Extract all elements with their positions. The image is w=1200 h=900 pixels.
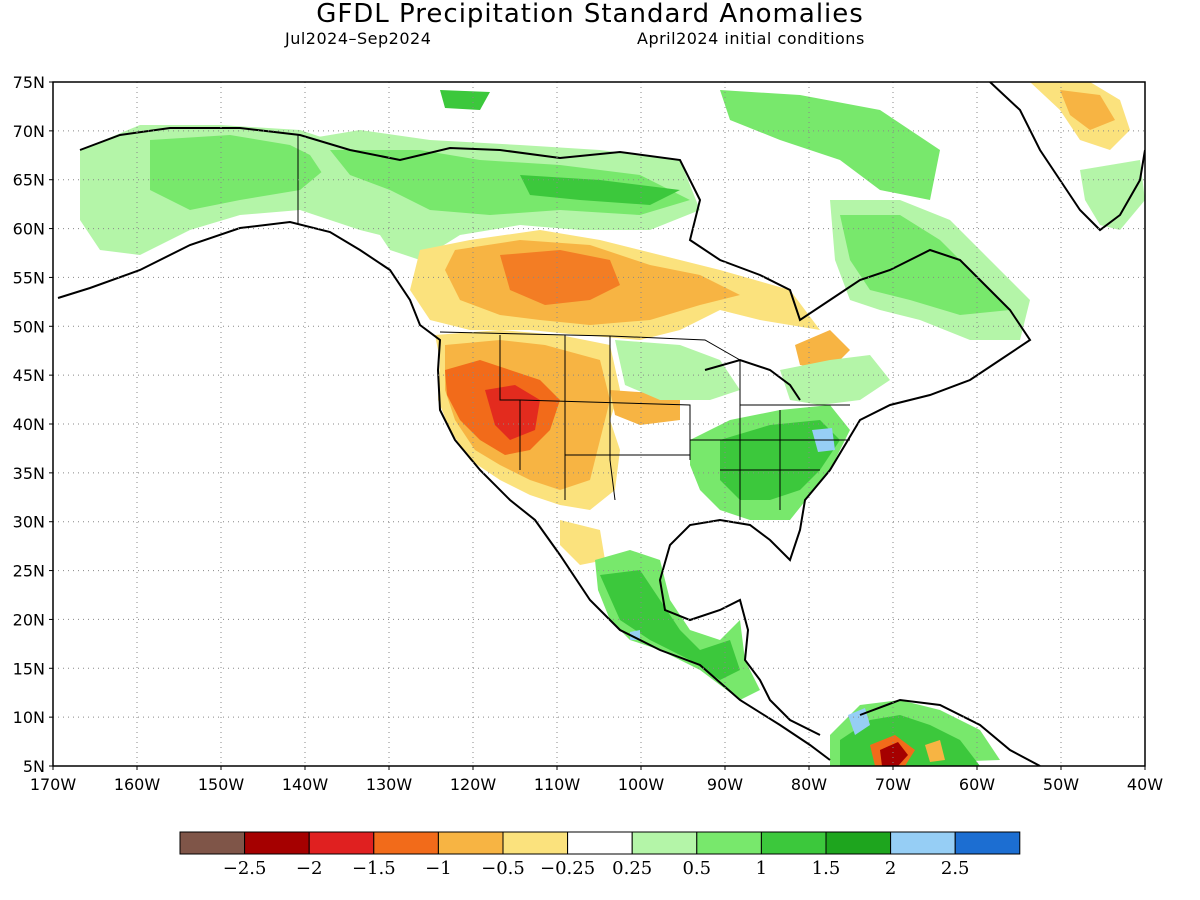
- mexico-central-america-anomaly-field: [595, 550, 760, 700]
- lat-lon-grid: [53, 82, 1145, 766]
- lon-tick-label: 160W: [114, 775, 161, 794]
- lat-tick-label: 25N: [13, 562, 45, 581]
- lon-tick-label: 50W: [1043, 775, 1079, 794]
- us-east-anomaly-field: [615, 340, 890, 520]
- lon-tick-label: 70W: [875, 775, 911, 794]
- lat-tick-label: 55N: [13, 268, 45, 287]
- lon-tick-label: 40W: [1127, 775, 1163, 794]
- lat-tick-label: 40N: [13, 415, 45, 434]
- lon-tick-label: 150W: [198, 775, 245, 794]
- lat-tick-label: 5N: [23, 757, 45, 776]
- lat-tick-label: 50N: [13, 317, 45, 336]
- lon-tick-label: 110W: [534, 775, 581, 794]
- canada-north-anomaly-field: [300, 90, 940, 260]
- lat-tick-label: 20N: [13, 610, 45, 629]
- western-canada-anomaly-field: [410, 230, 850, 370]
- lat-tick-label: 15N: [13, 659, 45, 678]
- latitude-tick-labels: 75N 70N 65N 60N 55N 50N 45N 40N 35N 30N 25N 20N 15N 1…: [13, 73, 53, 776]
- lat-tick-label: 30N: [13, 513, 45, 532]
- lon-tick-label: 120W: [450, 775, 497, 794]
- lat-tick-label: 65N: [13, 171, 45, 190]
- longitude-tick-labels: 170W 160W 150W 140W 130W 120W 110W 100W 90W 80W 70…: [30, 766, 1163, 794]
- eastern-canada-anomaly-field: [830, 200, 1030, 340]
- lon-tick-label: 170W: [30, 775, 77, 794]
- lat-tick-label: 75N: [13, 73, 45, 92]
- lat-tick-label: 70N: [13, 122, 45, 141]
- lat-tick-label: 60N: [13, 220, 45, 239]
- lon-tick-label: 90W: [707, 775, 743, 794]
- lat-tick-label: 45N: [13, 366, 45, 385]
- lon-tick-label: 100W: [618, 775, 665, 794]
- map-title: GFDL Precipitation Standard Anomalies: [316, 0, 864, 29]
- lon-tick-label: 130W: [366, 775, 413, 794]
- lat-tick-label: 10N: [13, 708, 45, 727]
- lon-tick-label: 80W: [791, 775, 827, 794]
- lat-tick-label: 35N: [13, 464, 45, 483]
- initial-conditions-label: April2024 initial conditions: [637, 29, 865, 48]
- greenland-anomaly-field: [1030, 82, 1145, 230]
- south-america-anomaly-field: [830, 700, 1000, 766]
- political-boundaries: [297, 135, 850, 520]
- lon-tick-label: 140W: [282, 775, 329, 794]
- lon-tick-label: 60W: [959, 775, 995, 794]
- season-label: Jul2024–Sep2024: [285, 29, 432, 48]
